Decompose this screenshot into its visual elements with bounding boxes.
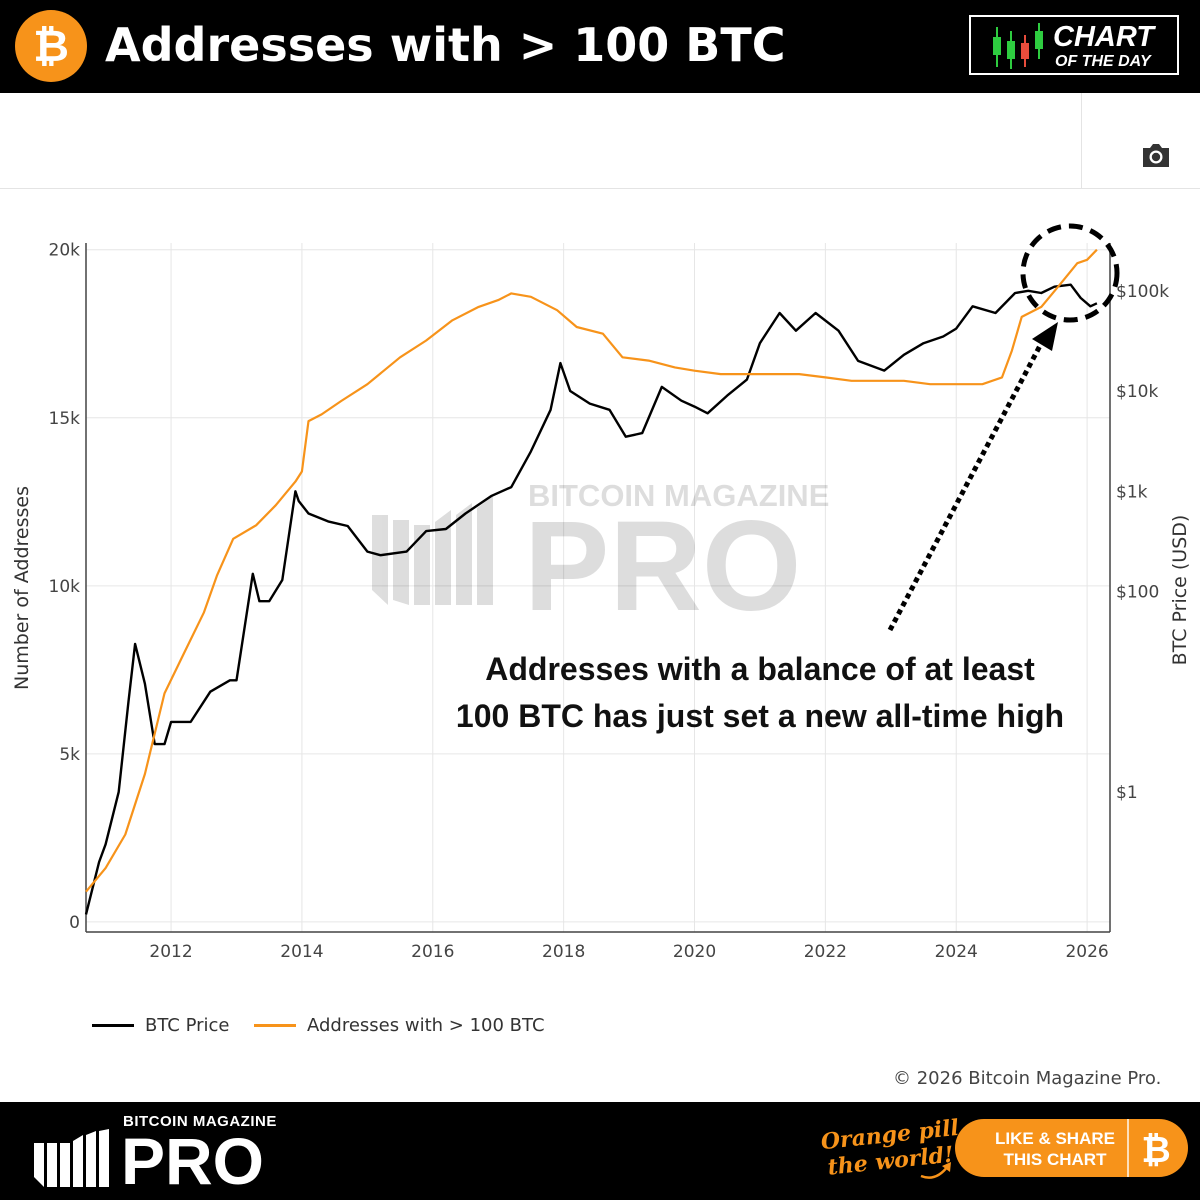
- y2-tick-label: $10k: [1116, 382, 1158, 402]
- watermark-line-2: PRO: [524, 495, 801, 638]
- y-tick-label: 10k: [49, 577, 81, 597]
- highlight-circle: [1020, 223, 1120, 323]
- x-tick-label: 2012: [149, 942, 192, 962]
- legend-swatch: [254, 1024, 296, 1027]
- candlestick-icon: [993, 23, 1043, 69]
- legend-swatch: [92, 1024, 134, 1027]
- bitcoin-logo-icon: ₿: [15, 10, 87, 82]
- header-bar: ₿ Addresses with > 100 BTC CHART OF THE …: [0, 0, 1200, 93]
- y2-tick-label: $100k: [1116, 282, 1169, 302]
- x-tick-label: 2024: [935, 942, 978, 962]
- x-tick-label: 2016: [411, 942, 454, 962]
- annotation-line-1: Addresses with a balance of at least: [485, 651, 1035, 687]
- y-tick-label: 5k: [59, 745, 80, 765]
- toolbar-divider: [0, 188, 1200, 189]
- btc-price-line: [84, 283, 1098, 915]
- y2-axis-label: BTC Price (USD): [1169, 515, 1191, 666]
- annotation-line-2: 100 BTC has just set a new all-time high: [456, 698, 1064, 734]
- x-tick-label: 2022: [804, 942, 847, 962]
- footer-brand-pro: PRO: [121, 1124, 265, 1198]
- chart-svg: BITCOIN MAGAZINE PRO 0 5k 10k 15k 20k 2012 201…: [11, 223, 1191, 962]
- grid-lines: [86, 243, 1110, 932]
- curved-arrow-icon: [920, 1162, 951, 1179]
- footer-bar: BITCOIN MAGAZINE PRO Orange pill the wor…: [0, 1102, 1200, 1200]
- axes: [85, 243, 1111, 933]
- pro-logo-bars-icon: [34, 1129, 109, 1187]
- legend-label: BTC Price: [145, 1015, 230, 1036]
- share-button-label: LIKE & SHARE THIS CHART: [980, 1128, 1130, 1170]
- y2-tick-label: $1k: [1116, 482, 1148, 502]
- watermark-bars-icon: [372, 496, 493, 605]
- watermark-line-1: BITCOIN MAGAZINE: [528, 478, 829, 513]
- y2-tick-label: $100: [1116, 582, 1159, 602]
- x-tick-label: 2014: [280, 942, 323, 962]
- series-lines: [84, 248, 1098, 915]
- legend-label: Addresses with > 100 BTC: [307, 1015, 545, 1036]
- share-divider: [1127, 1119, 1129, 1177]
- tick-labels: 0 5k 10k 15k 20k 2012 2014 2016 2018 2020 2022 2024…: [49, 241, 1170, 962]
- camera-icon[interactable]: [1140, 140, 1172, 170]
- share-line-1: LIKE & SHARE: [995, 1129, 1115, 1148]
- chart-title: Addresses with > 100 BTC: [105, 18, 786, 72]
- badge-line-1: CHART: [1053, 21, 1154, 53]
- arrow-head: [1032, 322, 1058, 351]
- x-tick-label: 2026: [1065, 942, 1108, 962]
- toolbar-vertical-divider: [1081, 93, 1082, 188]
- y-tick-label: 20k: [49, 241, 81, 261]
- share-line-2: THIS CHART: [1003, 1150, 1107, 1169]
- addresses-line: [85, 248, 1098, 893]
- x-tick-label: 2020: [673, 942, 716, 962]
- y-tick-label: 0: [69, 913, 80, 933]
- x-tick-label: 2018: [542, 942, 585, 962]
- badge-line-2: OF THE DAY: [1055, 53, 1151, 70]
- svg-text:₿: ₿: [33, 21, 69, 72]
- watermark: BITCOIN MAGAZINE PRO: [372, 478, 829, 638]
- copyright: © 2026 Bitcoin Magazine Pro.: [893, 1068, 1162, 1089]
- like-share-button[interactable]: LIKE & SHARE THIS CHART ₿: [955, 1119, 1188, 1177]
- footer-brand-top: BITCOIN MAGAZINE: [123, 1113, 277, 1130]
- annotation-arrow: [887, 338, 1046, 632]
- y2-tick-label: $1: [1116, 783, 1138, 803]
- svg-text:₿: ₿: [1141, 1130, 1170, 1170]
- chart-of-the-day-badge: CHART OF THE DAY: [969, 15, 1179, 75]
- bitcoin-icon: ₿: [1141, 1130, 1170, 1170]
- y-axis-label: Number of Addresses: [11, 486, 33, 690]
- y-tick-label: 15k: [49, 409, 81, 429]
